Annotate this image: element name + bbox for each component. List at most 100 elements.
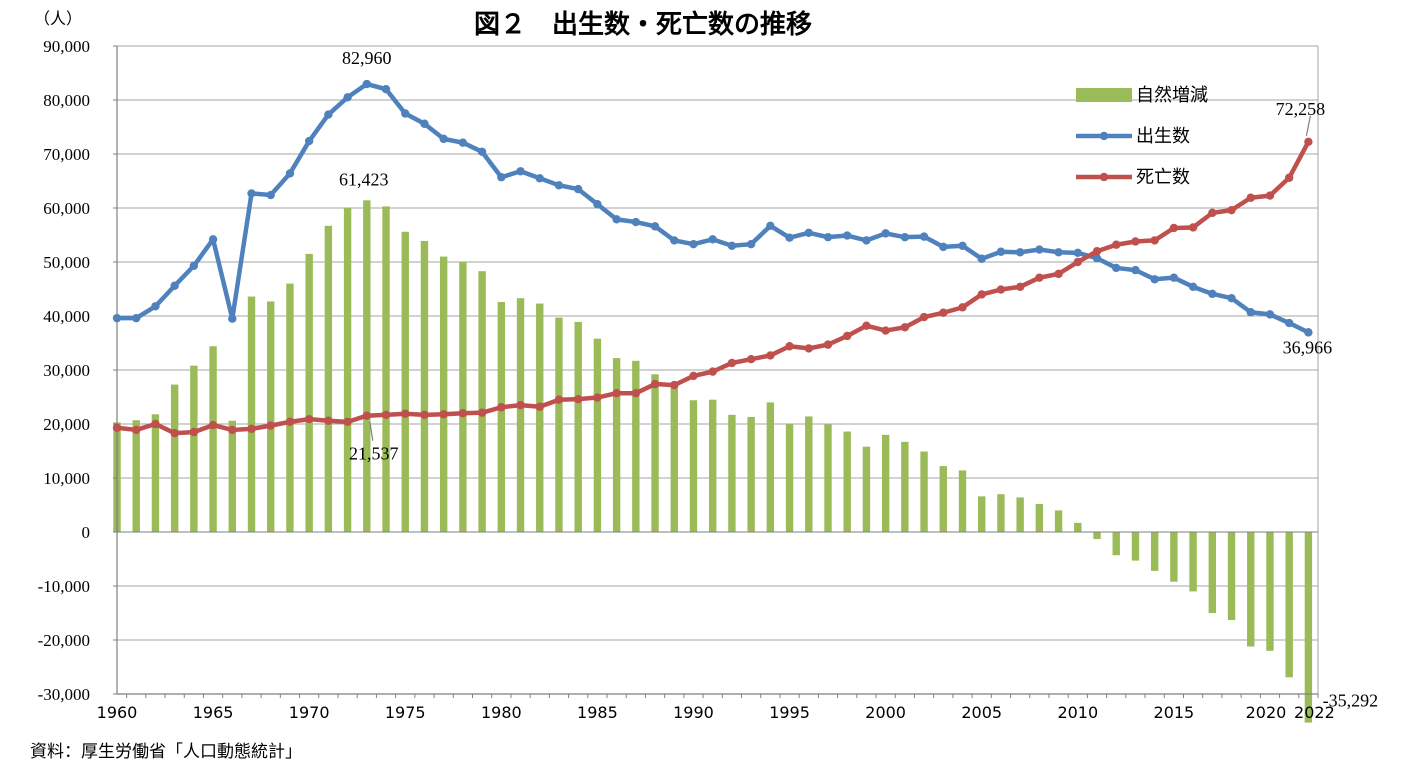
point-出生数-1973 [362, 79, 372, 89]
bar-1964 [190, 365, 198, 532]
x-tick-label: 2015 [1154, 703, 1195, 722]
point-出生数-1972 [343, 93, 352, 102]
point-死亡数-2014 [1150, 236, 1159, 245]
x-tick-label: 1995 [769, 703, 810, 722]
point-出生数-1989 [670, 236, 679, 245]
point-死亡数-1996 [804, 344, 813, 353]
source-note: 資料：厚生労働省「人口動態統計」 [30, 742, 302, 762]
y-tick-label: 30,000 [43, 361, 90, 380]
point-死亡数-2004 [958, 303, 967, 312]
point-出生数-1975 [401, 109, 410, 118]
point-出生数-1964 [189, 261, 199, 270]
y-tick-labels: 90,000 80,000 70,000 60,000 50,000 40,000 30,0… [38, 37, 90, 704]
bar-1999 [862, 446, 871, 532]
bar-2012 [1112, 532, 1120, 556]
bar-1995 [785, 423, 794, 532]
point-出生数-1992 [727, 241, 737, 250]
bar-1984 [574, 321, 582, 532]
point-死亡数-1968 [266, 421, 275, 430]
legend-swatch-marker [1099, 131, 1109, 141]
bar-1979 [478, 271, 486, 532]
bar-1983 [555, 317, 563, 532]
bar-2013 [1131, 532, 1140, 561]
point-死亡数-1973 [362, 411, 372, 420]
bar-2003 [939, 466, 947, 532]
point-死亡数-2022 [1304, 137, 1313, 147]
x-tick-label: 1990 [673, 703, 714, 722]
point-死亡数-1971 [324, 416, 333, 425]
bar-2014 [1150, 532, 1159, 571]
point-死亡数-2011 [1092, 247, 1102, 256]
axes [113, 45, 1319, 698]
point-死亡数-2001 [900, 323, 910, 332]
data-label: 82,960 [342, 48, 392, 68]
point-出生数-2008 [1035, 245, 1044, 254]
bar-1980 [497, 301, 506, 532]
bar-2000 [881, 434, 890, 532]
point-死亡数-1990 [689, 371, 698, 381]
point-出生数-2012 [1112, 263, 1121, 273]
point-出生数-1991 [708, 235, 717, 244]
point-出生数-2022 [1304, 328, 1313, 337]
point-出生数-1980 [497, 173, 506, 182]
point-出生数-2013 [1131, 265, 1140, 275]
point-死亡数-1985 [593, 393, 602, 402]
bar-1975 [401, 231, 409, 532]
bar-1965 [209, 346, 217, 532]
point-出生数-2009 [1054, 248, 1063, 257]
point-出生数-2020 [1265, 310, 1275, 319]
x-tick-label: 1960 [97, 703, 138, 722]
bar-2004 [958, 470, 967, 532]
point-死亡数-1976 [420, 410, 429, 420]
point-死亡数-2010 [1073, 257, 1083, 267]
point-死亡数-1993 [746, 355, 756, 364]
point-死亡数-2019 [1246, 193, 1255, 202]
bar-1994 [766, 402, 775, 532]
bar-1966 [228, 420, 236, 532]
point-出生数-1960 [112, 313, 122, 323]
y-tick-label: 50,000 [43, 253, 90, 272]
point-死亡数-2006 [996, 285, 1006, 294]
y-tick-label: 80,000 [43, 91, 90, 110]
point-出生数-1988 [650, 222, 660, 231]
y-unit-label: （人） [34, 9, 82, 28]
x-tick-label: 2020 [1246, 703, 1287, 722]
point-出生数-1969 [285, 169, 295, 178]
line-死亡数 [116, 140, 1311, 436]
legend-swatch-bar [1076, 88, 1132, 102]
point-死亡数-2003 [939, 308, 948, 317]
point-死亡数-1992 [727, 358, 737, 368]
point-出生数-2007 [1015, 248, 1025, 257]
y-tick-label: 40,000 [43, 307, 90, 326]
bar-1988 [651, 374, 659, 532]
point-出生数-1993 [746, 239, 756, 249]
bar-1977 [439, 256, 448, 532]
point-死亡数-1998 [843, 331, 852, 341]
bar-1992 [728, 414, 736, 532]
data-label: 61,423 [339, 169, 389, 189]
y-tick-label: 0 [82, 523, 91, 542]
point-出生数-1978 [458, 138, 468, 147]
x-tick-label: 2010 [1057, 703, 1098, 722]
bar-1976 [420, 240, 429, 532]
point-出生数-2014 [1150, 275, 1159, 284]
bar-2016 [1189, 532, 1197, 592]
point-出生数-2017 [1208, 289, 1217, 299]
bar-1961 [132, 420, 140, 532]
point-死亡数-2000 [881, 326, 890, 335]
x-tick-label: 1985 [577, 703, 618, 722]
x-tick-label: 2005 [961, 703, 1002, 722]
point-死亡数-1983 [554, 395, 564, 404]
x-tick-label: 2022 [1294, 703, 1335, 722]
bar-2007 [1016, 497, 1024, 532]
point-出生数-2011 [1092, 254, 1102, 263]
point-出生数-1986 [612, 215, 621, 224]
point-出生数-1996 [804, 228, 813, 238]
x-tick-label: 1975 [385, 703, 426, 722]
point-死亡数-1975 [401, 409, 410, 418]
point-死亡数-1994 [766, 351, 775, 360]
x-tick-label: 2000 [865, 703, 906, 722]
legend-label: 自然増減 [1136, 85, 1208, 106]
point-死亡数-1999 [862, 321, 871, 330]
point-死亡数-1969 [285, 417, 295, 427]
